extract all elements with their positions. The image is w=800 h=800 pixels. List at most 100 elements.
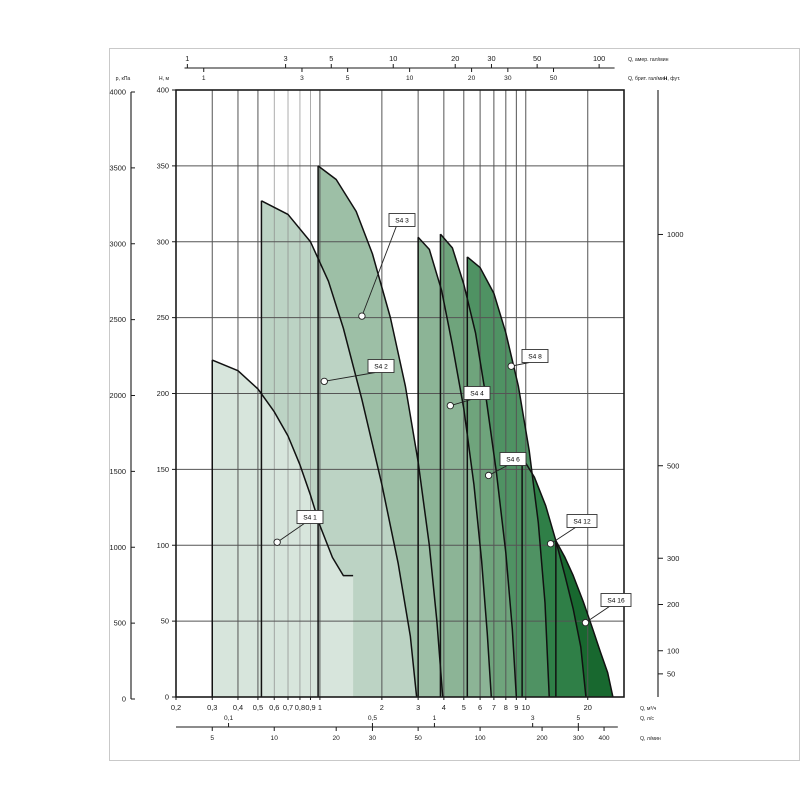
curve-callout-s4-4[interactable]: S4 4 [446, 386, 491, 410]
callout-box[interactable] [296, 510, 324, 524]
axis-unit-bottom-primary: Q, м³/ч [640, 706, 657, 712]
axis-tick-label: 0,8 [295, 703, 305, 712]
axis-tick-label: 0 [165, 693, 169, 702]
axis-tick-label: 400 [599, 735, 610, 742]
callout-label-text: S4 8 [528, 353, 542, 360]
axis-tick-label: 350 [157, 161, 169, 170]
axis-unit-bottom-tertiary: Q, л/мин [640, 736, 661, 742]
callout-leader-line [550, 527, 576, 545]
axis-tick-label: 1 [202, 75, 206, 82]
duty-point-marker[interactable] [581, 618, 590, 627]
axis-tick-label: 400 [157, 86, 169, 95]
axis-unit-top-primary: Q, амер. гал/мин [628, 57, 669, 63]
axis-tick-label: 10 [389, 54, 397, 63]
callout-box[interactable] [566, 514, 598, 528]
axis-tick-label: 500 [667, 461, 679, 470]
callout-box[interactable] [367, 359, 395, 373]
axis-tick-label: 0,5 [368, 715, 377, 722]
callout-box[interactable] [388, 213, 416, 227]
callout-leader-line [361, 226, 397, 317]
axis-tick-label: 30 [369, 735, 377, 742]
callout-leader-line [276, 523, 305, 543]
duty-point-marker[interactable] [484, 471, 493, 480]
axis-tick-label: 1 [185, 54, 189, 63]
callout-box[interactable] [463, 386, 491, 400]
curve-callout-s4-16[interactable]: S4 16 [581, 593, 632, 627]
callout-label-text: S4 2 [374, 363, 388, 370]
curve-line-s4-3 [317, 165, 444, 697]
axis-tick-label: 10 [271, 735, 279, 742]
axis-unit-left-secondary: p, кПа [116, 76, 131, 82]
axis-tick-label: 200 [157, 389, 169, 398]
axis-tick-label: 0 [122, 695, 126, 704]
duty-point-marker[interactable] [358, 312, 366, 320]
callout-box[interactable] [521, 349, 549, 363]
duty-point-marker[interactable] [273, 538, 281, 546]
curve-callout-s4-8[interactable]: S4 8 [507, 349, 549, 370]
curve-line-s4-8 [466, 256, 550, 697]
axis-tick-label: 6 [478, 703, 482, 712]
duty-point-marker[interactable] [446, 401, 454, 410]
axis-tick-label: 100 [475, 735, 486, 742]
axis-tick-label: 20 [333, 735, 341, 742]
curve-callout-s4-2[interactable]: S4 2 [320, 359, 395, 386]
axis-tick-label: 200 [537, 735, 548, 742]
curve-stroke-layer [211, 165, 614, 697]
duty-point-marker[interactable] [546, 540, 555, 548]
axis-unit-right-primary: H, фут. [664, 76, 681, 82]
axis-tick-label: 100 [667, 646, 679, 655]
axis-tick-label: 300 [667, 554, 679, 563]
axis-tick-label: 3 [416, 703, 420, 712]
axis-tick-label: 7 [492, 703, 496, 712]
axis-tick-label: 2000 [110, 391, 126, 400]
curve-line-s4-1 [211, 359, 354, 577]
curve-callout-s4-6[interactable]: S4 6 [484, 452, 527, 480]
callout-label-text: S4 16 [607, 597, 625, 604]
axis-tick-label: 200 [667, 600, 679, 609]
axis-tick-label: 20 [584, 703, 592, 712]
axis-unit-bottom-secondary: Q, л/с [640, 716, 654, 722]
axis-tick-label: 0,3 [207, 703, 217, 712]
axis-tick-label: 30 [504, 75, 512, 82]
curve-callout-s4-1[interactable]: S4 1 [273, 510, 324, 546]
axis-tick-label: 3500 [110, 163, 126, 172]
axis-tick-label: 300 [573, 735, 584, 742]
axis-tick-label: 9 [514, 703, 518, 712]
axis-tick-label: 1000 [110, 543, 126, 552]
callout-box[interactable] [499, 452, 527, 466]
axis-tick-label: 150 [157, 465, 169, 474]
curve-fill-s4-4 [418, 237, 492, 697]
axis-tick-label: 1 [318, 703, 322, 712]
callout-label-text: S4 4 [470, 390, 484, 397]
axes-layer: 0,2 0,3 0,4 0,5 0,6 0,7 0,8 0,9 1 2 3 4 5 6 7 8 9 10 20 Q, … [110, 54, 684, 742]
curve-line-s4-12 [521, 456, 587, 697]
duty-point-marker[interactable] [320, 377, 328, 386]
axis-tick-label: 50 [161, 617, 169, 626]
axis-tick-label: 0,2 [171, 703, 181, 712]
axis-tick-label: 250 [157, 313, 169, 322]
curve-callouts-layer[interactable]: S4 1 S4 2 S4 3 S4 4 S4 6 S4 8 S4 12 S4 16 [273, 213, 632, 627]
axis-tick-label: 20 [451, 54, 459, 63]
axis-tick-label: 10 [406, 75, 414, 82]
callout-box[interactable] [600, 593, 632, 607]
axis-tick-label: 3 [531, 715, 535, 722]
axis-tick-label: 500 [114, 619, 126, 628]
duty-point-marker[interactable] [507, 362, 515, 370]
curve-callout-s4-3[interactable]: S4 3 [358, 213, 416, 320]
axis-tick-label: 1000 [667, 230, 683, 239]
axis-unit-left-primary: H, м [159, 76, 170, 82]
axis-tick-label: 2500 [110, 315, 126, 324]
callout-label-text: S4 3 [395, 217, 409, 224]
callout-leader-line [585, 606, 610, 624]
axis-unit-top-secondary: Q, брит. гал/мин [628, 76, 667, 82]
axis-tick-label: 5 [462, 703, 466, 712]
axis-tick-label: 0,7 [283, 703, 293, 712]
axis-tick-label: 30 [487, 54, 495, 63]
curve-callout-s4-12[interactable]: S4 12 [546, 514, 598, 548]
curve-line-s4-4 [417, 236, 493, 697]
grid-layer [175, 89, 624, 698]
axis-tick-label: 0,1 [224, 715, 233, 722]
axis-tick-label: 300 [157, 237, 169, 246]
